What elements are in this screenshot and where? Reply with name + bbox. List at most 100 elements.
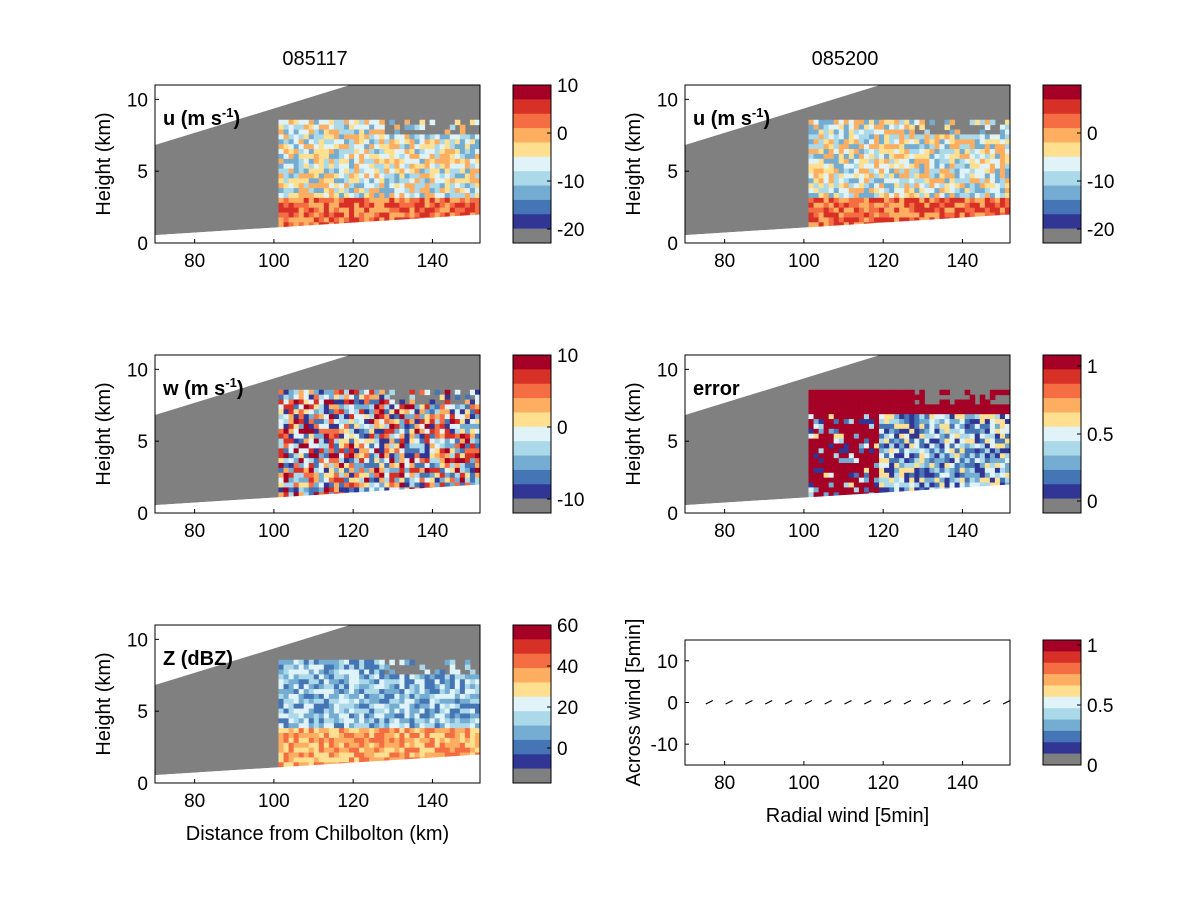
x-axis-label: Radial wind [5min] bbox=[766, 805, 929, 827]
colorbar-frame bbox=[1042, 639, 1082, 766]
colorbar-block bbox=[513, 455, 551, 471]
x-tick-label: 120 bbox=[867, 773, 899, 794]
colorbar-block bbox=[1043, 99, 1081, 115]
y-tick-label: 10 bbox=[127, 630, 148, 651]
panel-label-text: error bbox=[693, 378, 740, 400]
x-tick-label: 140 bbox=[947, 521, 979, 542]
colorbar-block bbox=[513, 653, 551, 669]
colorbar-block bbox=[1043, 128, 1081, 143]
wind-vector bbox=[844, 699, 852, 705]
y-tick-label: 10 bbox=[127, 90, 148, 111]
colorbar-tick-label: 0 bbox=[1087, 492, 1098, 513]
colorbar-tick-label: 10 bbox=[557, 346, 578, 367]
y-tick-label: 0 bbox=[137, 504, 148, 525]
colorbar-block bbox=[1043, 214, 1081, 229]
y-axis-label: Height (km) bbox=[623, 382, 645, 485]
x-tick-label: 100 bbox=[788, 521, 820, 542]
colorbar-frame bbox=[1042, 84, 1082, 244]
colorbar-block bbox=[1043, 185, 1081, 201]
colorbar-block bbox=[1043, 398, 1081, 413]
colorbar-tick-label: -10 bbox=[557, 172, 584, 193]
colorbar-block bbox=[513, 398, 551, 413]
colorbar-block bbox=[1043, 441, 1081, 456]
colorbar-block bbox=[1043, 719, 1081, 732]
wind-vector bbox=[784, 699, 793, 705]
colorbar-tick-label: 40 bbox=[557, 657, 578, 678]
colorbar-tick-label: -20 bbox=[1087, 220, 1114, 241]
colorbar-tick-label: 0.5 bbox=[1087, 425, 1113, 446]
panel-label-sup: -1 bbox=[222, 105, 234, 120]
colorbar-block bbox=[1043, 742, 1081, 754]
wind-vector bbox=[903, 699, 912, 705]
colorbar-masked-block bbox=[513, 228, 551, 243]
axes-frame bbox=[684, 354, 1011, 514]
x-tick-label: 120 bbox=[337, 521, 369, 542]
x-tick-label: 140 bbox=[417, 521, 449, 542]
panel-label: u (m s-1) bbox=[163, 105, 240, 130]
colorbar-block bbox=[513, 639, 551, 655]
plot-content bbox=[155, 85, 480, 243]
panel-label-close: ) bbox=[237, 378, 244, 400]
x-tick-label: 140 bbox=[417, 251, 449, 272]
colorbar-tick-label: 10 bbox=[557, 76, 578, 97]
colorbar-block bbox=[1043, 412, 1081, 428]
y-tick-label: 5 bbox=[137, 162, 148, 183]
colorbar-block bbox=[1043, 455, 1081, 471]
x-tick-label: 80 bbox=[184, 521, 205, 542]
colorbar-frame bbox=[512, 354, 552, 514]
x-tick-label: 80 bbox=[714, 773, 735, 794]
panel-Z-085117: 80 100 120 140 0 5 10 Height (km) Distance from … bbox=[93, 616, 578, 845]
colorbar-block bbox=[1043, 469, 1081, 485]
panel-label: w (m s-1) bbox=[162, 375, 243, 400]
colorbar-masked-block bbox=[1043, 753, 1081, 765]
panel-label-close: ) bbox=[763, 108, 770, 130]
colorbar-tick-label: 20 bbox=[557, 698, 578, 719]
colorbar-block bbox=[1043, 355, 1081, 370]
y-tick-label: 0 bbox=[137, 234, 148, 255]
below-ground bbox=[155, 484, 480, 513]
colorbar: 0 -10 -20 bbox=[1042, 84, 1114, 244]
x-tick-label: 100 bbox=[788, 251, 820, 272]
colorbar-block bbox=[513, 214, 551, 229]
wind-vector bbox=[982, 699, 991, 705]
colorbar-block bbox=[513, 156, 551, 172]
colorbar-block bbox=[513, 739, 551, 755]
wind-vector bbox=[804, 699, 813, 705]
axes-frame bbox=[154, 84, 481, 244]
x-tick-label: 140 bbox=[947, 251, 979, 272]
colorbar-block bbox=[513, 85, 551, 100]
panel-label-close: ) bbox=[233, 108, 240, 130]
colorbar-frame bbox=[512, 84, 552, 244]
colorbar-tick-label: 0 bbox=[557, 124, 568, 145]
colorbar-tick-label: -10 bbox=[557, 490, 584, 511]
y-tick-label: 0 bbox=[137, 774, 148, 795]
colorbar-block bbox=[513, 99, 551, 115]
x-tick-label: 80 bbox=[184, 791, 205, 812]
colorbar-block bbox=[1043, 199, 1081, 215]
x-tick-label: 100 bbox=[258, 791, 290, 812]
x-tick-label: 100 bbox=[788, 773, 820, 794]
colorbar-tick-label: -20 bbox=[557, 220, 584, 241]
colorbar-tick-label: 1 bbox=[1087, 636, 1098, 657]
wind-vector bbox=[864, 699, 872, 705]
colorbar-block bbox=[1043, 651, 1081, 664]
y-axis-label: Across wind [5min] bbox=[623, 619, 645, 787]
colorbar-block bbox=[513, 355, 551, 370]
colorbar-block bbox=[513, 128, 551, 143]
x-tick-label: 120 bbox=[867, 521, 899, 542]
wind-vector bbox=[883, 699, 892, 705]
colorbar-block bbox=[513, 142, 551, 158]
colorbar-block bbox=[1043, 696, 1081, 709]
x-tick-label: 120 bbox=[337, 251, 369, 272]
y-axis-label: Height (km) bbox=[623, 112, 645, 215]
colorbar-block bbox=[1043, 171, 1081, 186]
axes-frame bbox=[684, 84, 1011, 244]
colorbar-block bbox=[513, 682, 551, 698]
x-tick-label: 120 bbox=[867, 251, 899, 272]
y-tick-label: 10 bbox=[127, 360, 148, 381]
panel-label-sup: -1 bbox=[752, 105, 764, 120]
